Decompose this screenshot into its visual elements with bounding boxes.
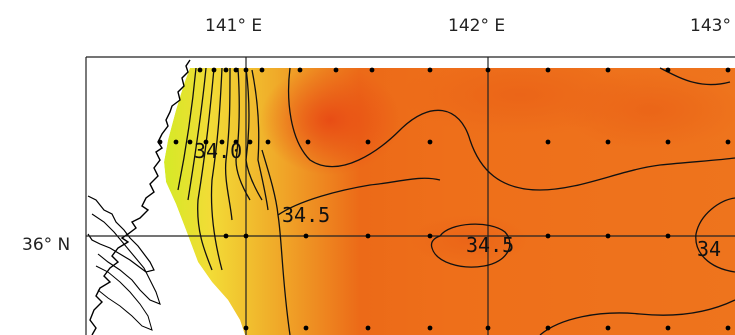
longitude-label-142e: 142° E	[448, 16, 506, 36]
contour-label-34-0: 34.0	[194, 139, 242, 163]
contour-line	[224, 67, 233, 221]
map-frame	[85, 56, 735, 335]
station-dots	[157, 67, 731, 331]
contour-line	[277, 177, 441, 216]
contour-line	[539, 299, 735, 335]
land-mass	[86, 57, 245, 335]
contour-line	[659, 67, 731, 86]
longitude-label-143: 143°	[690, 16, 731, 36]
coastline	[89, 59, 191, 335]
contour-line	[245, 67, 263, 201]
contour-label-34-5-center: 34.5	[466, 233, 514, 257]
contour-line	[210, 67, 223, 271]
contour-line	[197, 67, 215, 271]
contour-line	[261, 149, 291, 335]
contour-line	[695, 197, 735, 273]
graticule	[86, 57, 735, 335]
contour-line	[430, 223, 511, 268]
coastline-inlet-3	[95, 265, 153, 331]
contour-line	[288, 67, 735, 191]
longitude-label-141e: 141° E	[205, 16, 263, 36]
contour-line	[187, 67, 207, 201]
contour-label-34-east: 34	[697, 237, 721, 261]
contour-line	[251, 69, 269, 211]
contour-line	[177, 67, 197, 191]
contour-line	[235, 67, 251, 201]
salinity-contours	[177, 67, 735, 335]
coastline-inlet	[87, 195, 155, 273]
sea-area	[164, 68, 735, 335]
contour-label-34-5-west: 34.5	[282, 203, 330, 227]
latitude-label-36n: 36° N	[22, 235, 71, 255]
